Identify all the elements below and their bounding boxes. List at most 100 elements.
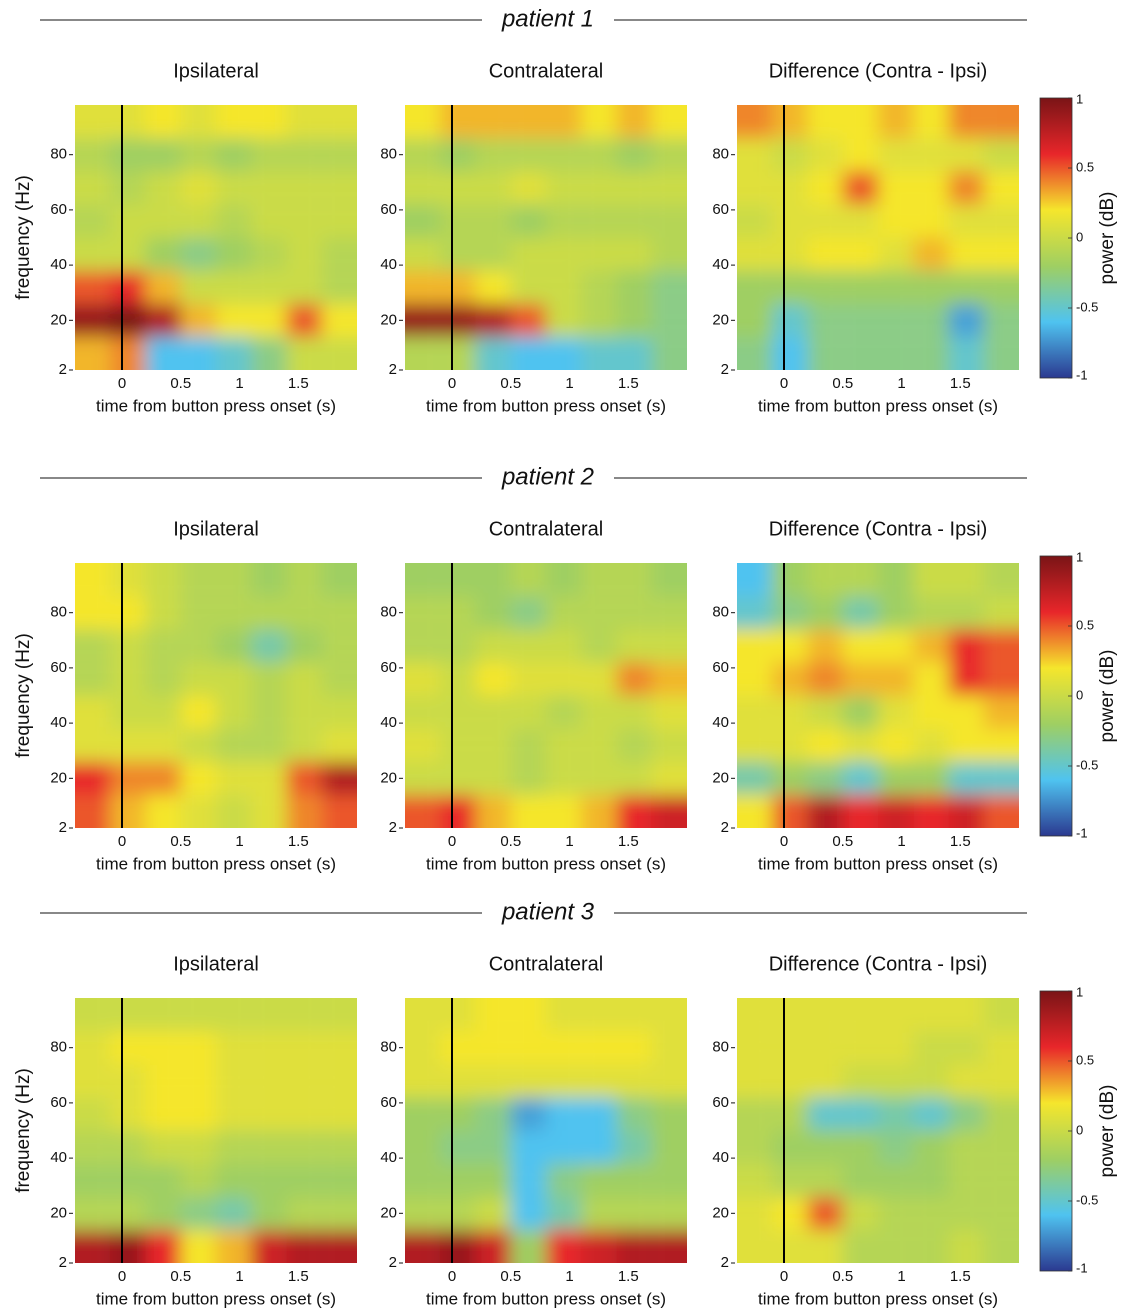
heatmap-cell (286, 1196, 322, 1230)
heatmap-cell (286, 1031, 322, 1065)
heatmap-cell (216, 237, 252, 271)
heatmap-cell (772, 171, 808, 205)
y-tick-label: 60 (50, 659, 67, 676)
heatmap-cell (948, 1196, 984, 1230)
heatmap-cell (878, 270, 914, 304)
heatmap-cell (145, 105, 181, 139)
heatmap-cell (510, 237, 546, 271)
heatmap-cell (772, 270, 808, 304)
heatmap-cell (475, 695, 511, 729)
heatmap-cell (75, 596, 111, 630)
heatmap-cell (251, 138, 287, 172)
x-tick-label: 1 (897, 375, 905, 392)
heatmap-cell (286, 794, 322, 828)
heatmap-cell (216, 1097, 252, 1131)
heatmap-cell (878, 629, 914, 663)
heatmap-cell (321, 237, 357, 271)
heatmap-cell (948, 171, 984, 205)
heatmap-cell (948, 998, 984, 1032)
heatmap-cell (913, 629, 949, 663)
heatmap-cell (216, 761, 252, 795)
heatmap-cell (475, 1031, 511, 1065)
heatmap-cell (405, 138, 441, 172)
heatmap-cell (286, 1130, 322, 1164)
heatmap-cell (772, 303, 808, 337)
heatmap-cell (581, 998, 617, 1032)
heatmap-cell (180, 171, 216, 205)
heatmap-cell (321, 138, 357, 172)
heatmap-cell (440, 303, 476, 337)
heatmap-cell (546, 695, 582, 729)
heatmap-cell (616, 596, 652, 630)
heatmap-cell (145, 794, 181, 828)
y-tick-label: 40 (50, 256, 67, 273)
heatmap-cell (510, 794, 546, 828)
heatmap (405, 563, 687, 828)
heatmap-cell (216, 629, 252, 663)
x-axis-label: time from button press onset (s) (96, 854, 336, 873)
heatmap-cell (440, 662, 476, 696)
heatmap-cell (321, 629, 357, 663)
heatmap-cell (475, 629, 511, 663)
heatmap-cell (546, 596, 582, 630)
heatmap-cell (913, 138, 949, 172)
heatmap-cell (616, 728, 652, 762)
heatmap-cell (842, 728, 878, 762)
heatmap-cell (616, 662, 652, 696)
heatmap-cell (251, 998, 287, 1032)
heatmap-cell (651, 171, 687, 205)
heatmap-cell (216, 303, 252, 337)
heatmap-cell (948, 1097, 984, 1131)
heatmap-cell (948, 728, 984, 762)
x-tick-label: 1.5 (950, 833, 971, 850)
heatmap-cell (772, 662, 808, 696)
heatmap-cell (616, 1130, 652, 1164)
x-tick-label: 0.5 (500, 833, 521, 850)
heatmap-cell (616, 303, 652, 337)
heatmap-cell (616, 138, 652, 172)
heatmap-cell (913, 1097, 949, 1131)
heatmap-cell (616, 336, 652, 370)
heatmap-cell (616, 270, 652, 304)
heatmap-cell (983, 695, 1019, 729)
y-tick-label: 60 (712, 201, 729, 218)
heatmap-cell (440, 563, 476, 597)
heatmap-cell (405, 1163, 441, 1197)
heatmap-cell (546, 237, 582, 271)
heatmap-cell (546, 1064, 582, 1098)
heatmap-cells (75, 563, 357, 828)
heatmap-cell (110, 794, 146, 828)
y-tick-label: 40 (50, 1149, 67, 1166)
heatmap-cell (913, 998, 949, 1032)
heatmap-cell (737, 761, 773, 795)
y-tick-label: 40 (50, 714, 67, 731)
heatmap-cell (772, 1196, 808, 1230)
heatmap-cell (948, 204, 984, 238)
heatmap-cell (807, 629, 843, 663)
heatmap-cell (475, 336, 511, 370)
heatmap-cell (321, 596, 357, 630)
panel-title: Ipsilateral (173, 60, 259, 82)
x-axis-label: time from button press onset (s) (96, 396, 336, 415)
panel-title: Ipsilateral (173, 953, 259, 975)
heatmap-cell (405, 662, 441, 696)
heatmap-cell (842, 237, 878, 271)
heatmap-cell (983, 629, 1019, 663)
heatmap-cell (145, 270, 181, 304)
heatmap-cell (440, 270, 476, 304)
heatmap-cell (145, 303, 181, 337)
heatmap-cell (440, 171, 476, 205)
heatmap-cell (913, 204, 949, 238)
heatmap (405, 998, 687, 1263)
heatmap-cell (581, 105, 617, 139)
heatmap-cell (737, 596, 773, 630)
heatmap-cell (546, 204, 582, 238)
heatmap-cell (737, 1064, 773, 1098)
heatmap-cell (546, 1031, 582, 1065)
heatmap-cell (440, 204, 476, 238)
heatmap-cell (180, 563, 216, 597)
x-tick-label: 0.5 (170, 833, 191, 850)
heatmap-cell (180, 105, 216, 139)
heatmap-cell (145, 1031, 181, 1065)
